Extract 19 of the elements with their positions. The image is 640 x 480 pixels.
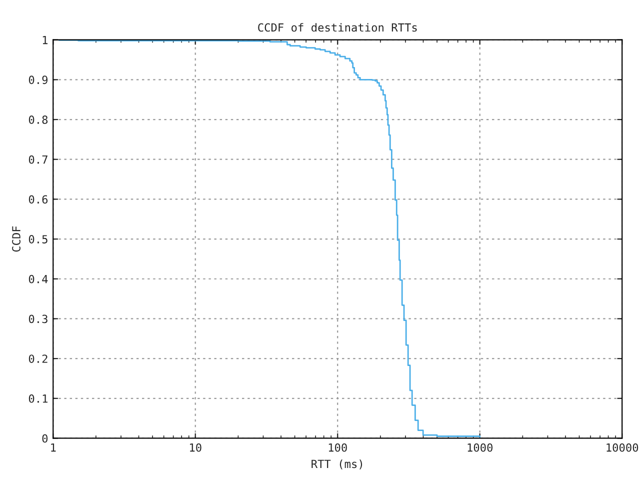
y-tick-label: 0 bbox=[42, 434, 48, 443]
x-tick-label: 1 bbox=[51, 444, 56, 452]
x-tick-label: 1000 bbox=[468, 443, 492, 452]
x-tick-label: 100 bbox=[328, 443, 347, 452]
y-tick-label: 0.3 bbox=[28, 314, 48, 324]
y-tick-label: 0.9 bbox=[28, 76, 48, 84]
y-tick-label: 0.5 bbox=[28, 235, 48, 244]
y-tick-label: 0.6 bbox=[28, 195, 48, 204]
y-tick-label: 0.1 bbox=[28, 394, 48, 403]
y-tick-label: 0.4 bbox=[28, 274, 48, 284]
y-tick-label: 0.7 bbox=[28, 155, 48, 164]
chart-title: CCDF of destination RTTs bbox=[258, 23, 417, 32]
x-tick-label: 10 bbox=[190, 443, 202, 452]
y-tick-label: 0.8 bbox=[28, 116, 48, 124]
y-axis-title: CCDF bbox=[12, 226, 20, 252]
x-axis-title: RTT (ms) bbox=[312, 460, 362, 470]
y-tick-label: 1 bbox=[42, 36, 48, 44]
y-tick-label: 0.2 bbox=[28, 354, 48, 363]
x-tick-label: 10000 bbox=[606, 443, 638, 452]
